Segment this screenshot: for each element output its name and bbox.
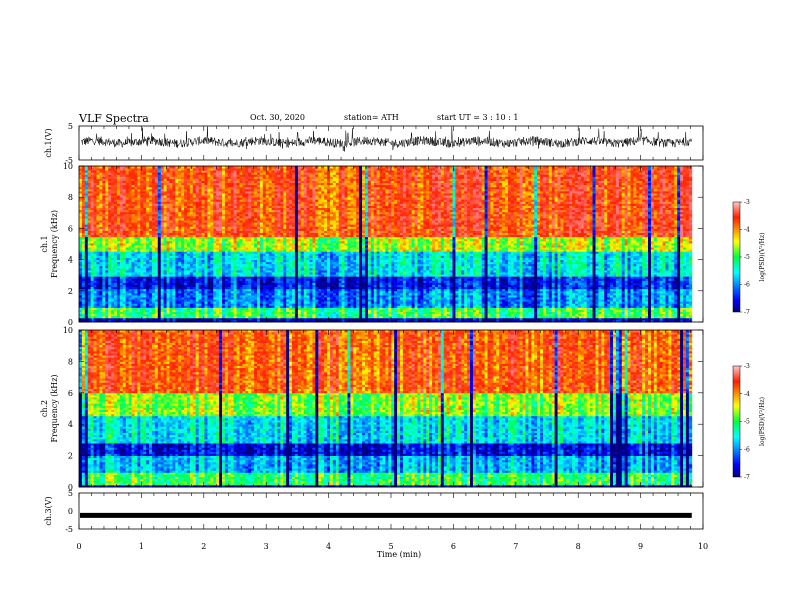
ch1-waveform-line [81,127,692,152]
